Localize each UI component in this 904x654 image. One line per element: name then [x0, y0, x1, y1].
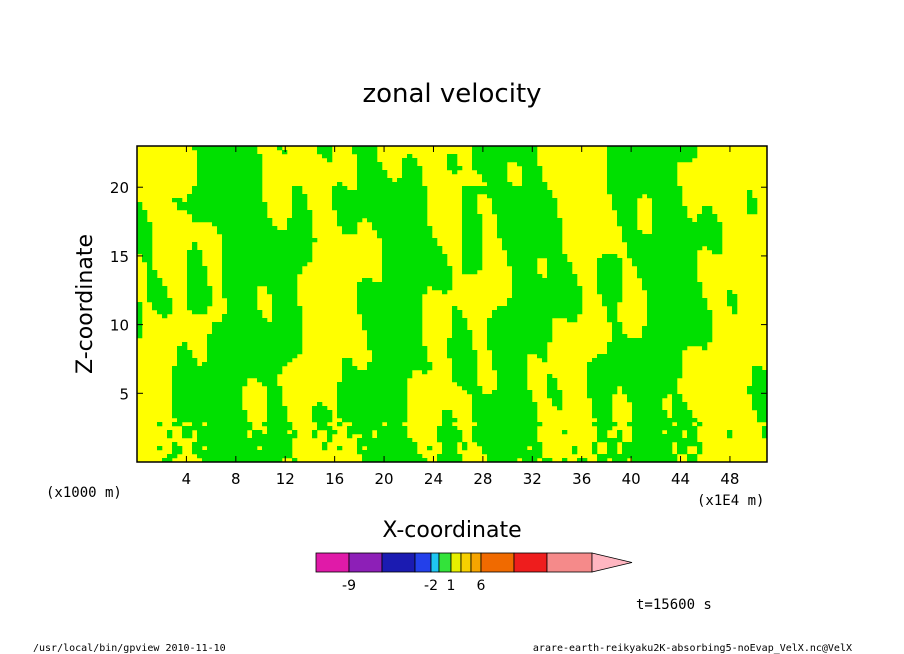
plot-frame [136, 145, 768, 463]
x-tick-label: 20 [375, 470, 394, 488]
x-tick-label: 12 [276, 470, 295, 488]
y-axis-label: Z-coordinate [73, 234, 98, 374]
y-tick-label: 15 [110, 248, 129, 266]
colorbar-labels: -9 -2 1 6 [342, 578, 486, 594]
y-tick-label: 5 [119, 385, 129, 403]
colorbar-segment [546, 552, 593, 573]
footer-right: arare-earth-reikyaku2K-absorbing5-noEvap… [533, 643, 852, 654]
colorbar-segment [430, 552, 440, 573]
colorbar-segment [513, 552, 548, 573]
colorbar-label: 1 [447, 578, 456, 594]
x-axis-ticks: 4 8 12 16 20 24 28 32 36 40 44 48 [182, 146, 739, 488]
colorbar [315, 552, 633, 573]
velocity-field [137, 146, 768, 463]
colorbar-segment [450, 552, 462, 573]
y-tick-label: 20 [110, 179, 129, 197]
footer-left: /usr/local/bin/gpview 2010-11-10 [33, 643, 226, 654]
x-axis-label: X-coordinate [382, 518, 521, 543]
x-tick-label: 8 [231, 470, 241, 488]
x-tick-label: 32 [523, 470, 542, 488]
colorbar-label: -9 [342, 578, 356, 594]
x-tick-label: 48 [720, 470, 739, 488]
x-tick-label: 4 [182, 470, 192, 488]
colorbar-segment [460, 552, 472, 573]
time-label: t=15600 s [636, 597, 712, 613]
chart-title: zonal velocity [362, 79, 541, 109]
colorbar-label: 6 [477, 578, 486, 594]
colorbar-label: -2 [424, 578, 438, 594]
z-unit-label: (x1000 m) [46, 485, 122, 501]
x-tick-label: 44 [671, 470, 690, 488]
x-tick-label: 16 [325, 470, 344, 488]
x-tick-label: 24 [424, 470, 443, 488]
colorbar-segment [381, 552, 416, 573]
colorbar-segment [315, 552, 350, 573]
y-axis-ticks: 5 10 15 20 [110, 179, 767, 403]
colorbar-segment [470, 552, 482, 573]
y-tick-label: 10 [110, 317, 129, 335]
colorbar-segment [348, 552, 383, 573]
x-tick-label: 40 [622, 470, 641, 488]
colorbar-segment [414, 552, 432, 573]
x-tick-label: 36 [572, 470, 591, 488]
x-unit-label: (x1E4 m) [697, 493, 764, 509]
x-tick-label: 28 [473, 470, 492, 488]
colorbar-segment [438, 552, 452, 573]
colorbar-arrow [591, 552, 633, 573]
colorbar-segment [480, 552, 515, 573]
negative-velocity-region [137, 146, 768, 463]
